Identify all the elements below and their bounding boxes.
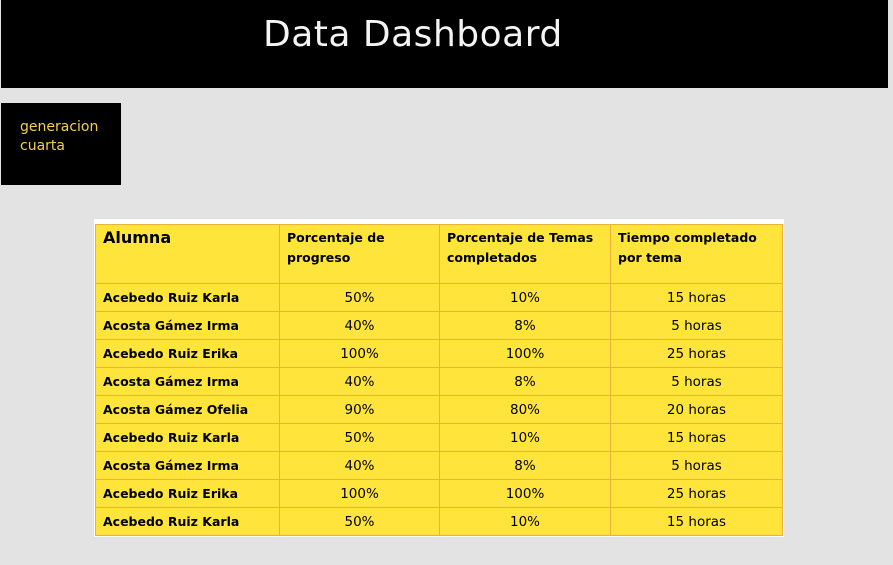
table-row: Acebedo Ruiz Karla 50% 10% 15 horas <box>95 283 783 312</box>
topics-cell: 100% <box>439 479 611 508</box>
progress-cell: 50% <box>279 507 440 536</box>
topics-cell: 100% <box>439 339 611 368</box>
progress-cell: 40% <box>279 367 440 396</box>
student-name-cell: Acosta Gámez Irma <box>95 451 280 480</box>
progress-cell: 50% <box>279 423 440 452</box>
page-title: Data Dashboard <box>263 14 563 55</box>
topics-cell: 8% <box>439 367 611 396</box>
progress-cell: 40% <box>279 451 440 480</box>
topics-cell: 10% <box>439 283 611 312</box>
topics-cell: 10% <box>439 423 611 452</box>
topics-cell: 8% <box>439 451 611 480</box>
time-cell: 5 horas <box>610 311 783 340</box>
table-row: Acebedo Ruiz Karla 50% 10% 15 horas <box>95 507 783 536</box>
student-name-cell: Acosta Gámez Ofelia <box>95 395 280 424</box>
column-header-topics: Porcentaje de Temas completados <box>439 224 611 284</box>
column-header-progress: Porcentaje de progreso <box>279 224 440 284</box>
table-row: Acebedo Ruiz Erika 100% 100% 25 horas <box>95 479 783 508</box>
topics-cell: 8% <box>439 311 611 340</box>
time-cell: 20 horas <box>610 395 783 424</box>
table-header-row: Alumna Porcentaje de progreso Porcentaje… <box>95 224 783 284</box>
table-row: Acebedo Ruiz Erika 100% 100% 25 horas <box>95 339 783 368</box>
table-row: Acosta Gámez Irma 40% 8% 5 horas <box>95 311 783 340</box>
table-row: Acosta Gámez Irma 40% 8% 5 horas <box>95 451 783 480</box>
time-cell: 5 horas <box>610 451 783 480</box>
student-name-cell: Acebedo Ruiz Erika <box>95 339 280 368</box>
topics-cell: 80% <box>439 395 611 424</box>
table-row: Acebedo Ruiz Karla 50% 10% 15 horas <box>95 423 783 452</box>
progress-cell: 90% <box>279 395 440 424</box>
time-cell: 25 horas <box>610 479 783 508</box>
column-header-alumna: Alumna <box>95 224 280 284</box>
student-name-cell: Acebedo Ruiz Karla <box>95 283 280 312</box>
progress-cell: 100% <box>279 479 440 508</box>
time-cell: 5 horas <box>610 367 783 396</box>
students-table-container: Alumna Porcentaje de progreso Porcentaje… <box>94 219 784 537</box>
header-bar: Data Dashboard <box>1 0 888 88</box>
student-name-cell: Acosta Gámez Irma <box>95 311 280 340</box>
time-cell: 15 horas <box>610 423 783 452</box>
column-header-time: Tiempo completado por tema <box>610 224 783 284</box>
student-name-cell: Acebedo Ruiz Karla <box>95 507 280 536</box>
table-row: Acosta Gámez Ofelia 90% 80% 20 horas <box>95 395 783 424</box>
generation-box: generacion cuarta <box>1 103 121 185</box>
progress-cell: 50% <box>279 283 440 312</box>
student-name-cell: Acebedo Ruiz Erika <box>95 479 280 508</box>
students-table: Alumna Porcentaje de progreso Porcentaje… <box>95 224 783 536</box>
student-name-cell: Acebedo Ruiz Karla <box>95 423 280 452</box>
time-cell: 15 horas <box>610 283 783 312</box>
student-name-cell: Acosta Gámez Irma <box>95 367 280 396</box>
progress-cell: 100% <box>279 339 440 368</box>
table-row: Acosta Gámez Irma 40% 8% 5 horas <box>95 367 783 396</box>
generation-label: generacion cuarta <box>20 119 99 154</box>
progress-cell: 40% <box>279 311 440 340</box>
time-cell: 15 horas <box>610 507 783 536</box>
time-cell: 25 horas <box>610 339 783 368</box>
topics-cell: 10% <box>439 507 611 536</box>
